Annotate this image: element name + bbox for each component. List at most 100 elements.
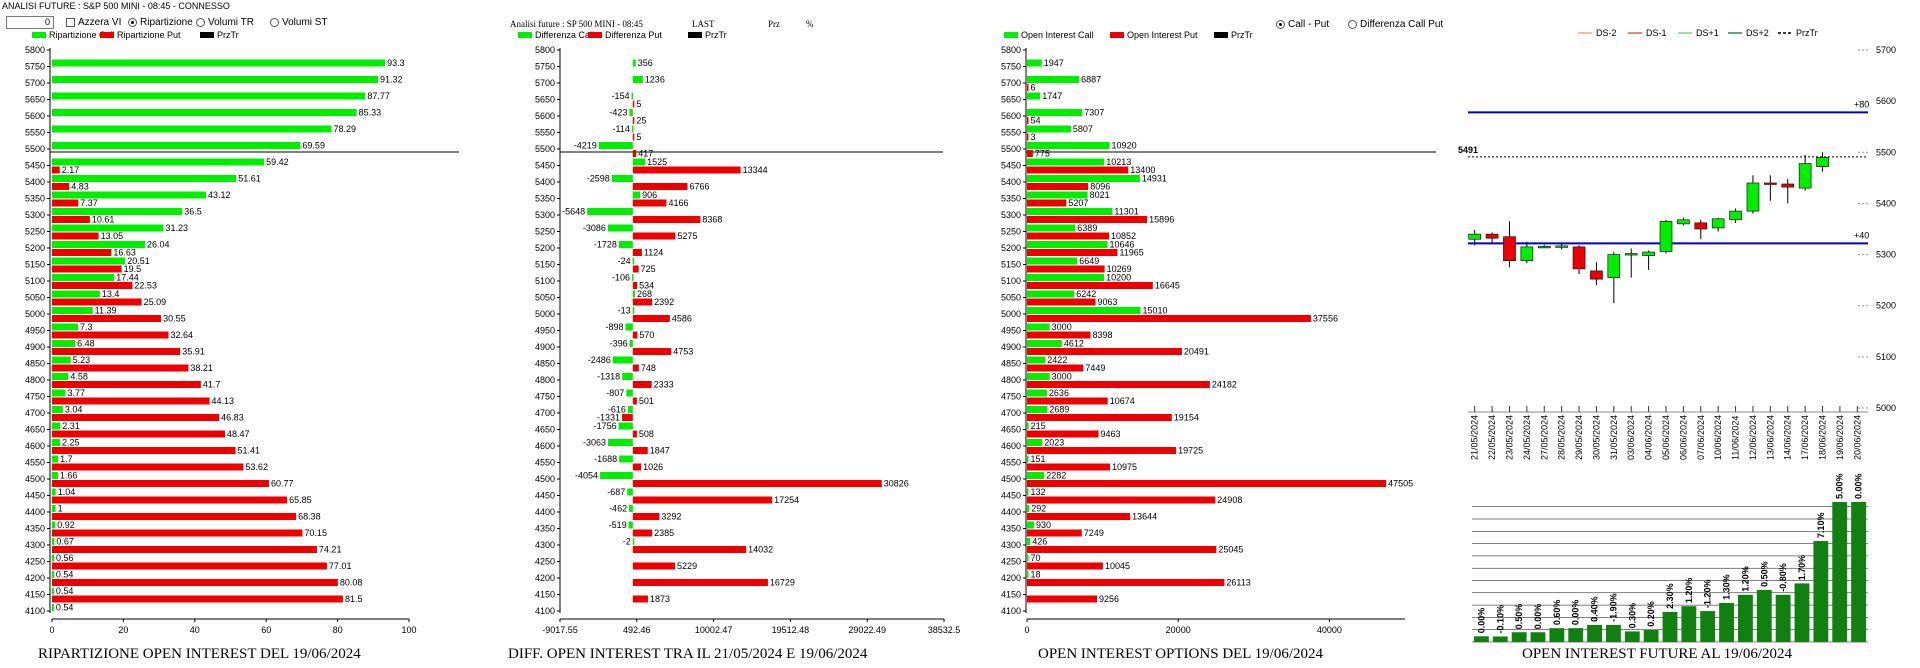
legend-label: PrzTr	[1231, 30, 1253, 40]
call-bar	[52, 323, 79, 331]
put-value-label: 7.37	[80, 198, 98, 208]
put-value-label: 35.91	[182, 347, 205, 357]
x-tick-label: 492.46	[623, 625, 651, 635]
put-value-label: 22.53	[134, 281, 157, 291]
date-label: 14/06/2024	[1783, 415, 1793, 460]
put-value-label: 30826	[884, 479, 909, 489]
put-value-label: 30.55	[163, 314, 186, 324]
call-value-label: 18	[1031, 570, 1041, 580]
y-tick-label: 4600	[535, 441, 555, 451]
call-value-label: 5807	[1073, 124, 1093, 134]
put-bar	[1027, 414, 1172, 421]
y-tick-label: 4550	[1001, 458, 1021, 468]
call-value-label: -4054	[575, 471, 598, 481]
call-value-label: 6.48	[77, 339, 95, 349]
radio-dot[interactable]	[1348, 20, 1357, 29]
y-tick-label: 5600	[25, 111, 45, 121]
put-value-label: 5207	[1068, 198, 1088, 208]
legend-label: Open Interest Call	[1021, 30, 1094, 40]
call-bar	[52, 241, 145, 248]
y-tick-label: 5150	[1001, 260, 1021, 270]
call-bar	[52, 274, 115, 281]
band-label: +40	[1854, 230, 1869, 240]
call-bar	[627, 488, 633, 496]
y-tick-label: 4450	[1001, 491, 1021, 501]
put-value-label: 77.01	[329, 561, 352, 571]
put-bar	[1027, 282, 1153, 289]
call-value-label: 6649	[1079, 256, 1099, 266]
azzera-checkbox[interactable]: Azzera VI	[66, 17, 121, 28]
y-tick-label: 4650	[25, 425, 45, 435]
put-value-label: 60.77	[271, 479, 294, 489]
call-value-label: 2023	[1044, 438, 1064, 448]
radio-call-put[interactable]: Call - Put	[1276, 19, 1329, 30]
call-bar	[632, 290, 635, 298]
call-bar	[52, 208, 183, 215]
radio-dot[interactable]	[196, 18, 205, 27]
future-bar	[1794, 583, 1810, 642]
call-bar	[1027, 142, 1110, 149]
call-value-label: -154	[612, 91, 630, 101]
candle-body	[1590, 270, 1603, 280]
call-value-label: 31.23	[165, 223, 188, 233]
put-bar	[1027, 480, 1387, 487]
radio-ripartizione[interactable]: Ripartizione	[128, 17, 193, 28]
put-value-label: 9463	[1101, 429, 1121, 439]
future-bar	[1568, 628, 1584, 642]
call-bar	[587, 208, 633, 215]
call-value-label: 10200	[1106, 273, 1131, 283]
y-tick-label: 5400	[25, 177, 45, 187]
future-bar	[1492, 636, 1508, 642]
call-value-label: 6389	[1077, 223, 1097, 233]
y-tick-label: 5400	[1001, 177, 1021, 187]
call-value-label: 268	[637, 289, 652, 299]
legend-label: DS-1	[1646, 28, 1667, 38]
put-bar	[1027, 447, 1177, 454]
radio-differenza-call-put[interactable]: Differenza Call Put	[1348, 19, 1443, 30]
y-tick-label: 5000	[25, 309, 45, 319]
put-bar	[632, 133, 635, 141]
put-value-label: 5275	[677, 231, 697, 241]
radio-dot[interactable]	[128, 18, 137, 27]
radio-dot[interactable]	[270, 18, 279, 27]
y-tick-label: 5750	[535, 62, 555, 72]
y-tick-label: 5100	[1001, 276, 1021, 286]
future-bar	[1700, 611, 1716, 642]
put-value-label: 3292	[661, 512, 681, 522]
legend-swatch	[1214, 32, 1228, 38]
radio-volumi-tr[interactable]: Volumi TR	[196, 17, 254, 28]
call-bar	[631, 92, 634, 100]
call-value-label: -2486	[588, 355, 611, 365]
y-tick-label: 4650	[535, 425, 555, 435]
y-tick-label: 4900	[1001, 342, 1021, 352]
put-value-label: 14032	[748, 545, 773, 555]
put-value-label: 4586	[672, 314, 692, 324]
put-bar	[1027, 430, 1099, 438]
candle-body	[1572, 246, 1586, 270]
candle-body	[1677, 219, 1690, 225]
strike-offset-input[interactable]: 0	[6, 16, 54, 29]
call-value-label: 1947	[1044, 58, 1064, 68]
call-value-label: -2	[623, 537, 631, 547]
call-bar	[52, 472, 58, 479]
date-label: 31/05/2024	[1609, 415, 1619, 460]
checkbox-box[interactable]	[66, 18, 75, 27]
call-bar	[52, 158, 265, 166]
call-bar	[52, 571, 54, 578]
call-bar	[628, 521, 633, 529]
radio-volumi-st[interactable]: Volumi ST	[270, 17, 328, 28]
put-value-label: -1331	[597, 413, 620, 423]
put-bar	[1027, 315, 1311, 322]
legend-label: PrzTr	[217, 30, 239, 40]
radio-dot[interactable]	[1276, 20, 1285, 29]
y-tick-label: 5200	[535, 243, 555, 253]
candle-body	[1746, 182, 1760, 212]
put-value-label: 2385	[654, 528, 674, 538]
put-bar	[1027, 364, 1084, 372]
put-value-label: 24908	[1217, 495, 1242, 505]
put-value-label: 2333	[654, 380, 674, 390]
call-bar	[52, 109, 357, 116]
put-value-label: 4.83	[71, 182, 89, 192]
future-bar	[1832, 502, 1848, 642]
radio-label: Volumi TR	[208, 17, 254, 28]
